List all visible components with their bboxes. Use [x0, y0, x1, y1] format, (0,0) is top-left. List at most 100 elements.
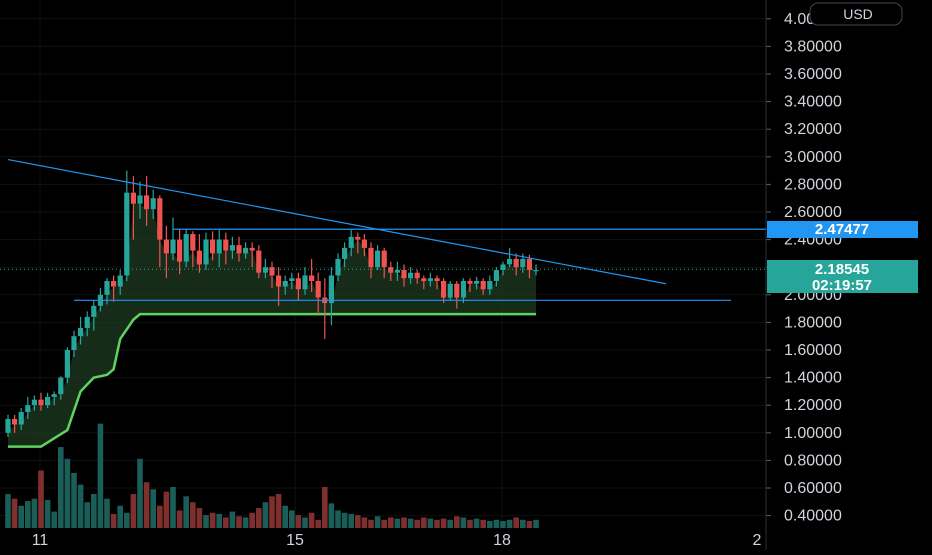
volume-bar	[282, 505, 288, 528]
candle	[84, 311, 90, 337]
volume-bar	[302, 517, 308, 528]
candle	[381, 247, 387, 279]
volume-bar	[315, 519, 321, 528]
candle	[467, 278, 473, 293]
volume-bar	[394, 518, 401, 528]
volume-bar	[104, 498, 110, 528]
volume-bar	[196, 508, 203, 528]
x-tick-label: 18	[493, 532, 511, 549]
volume-bar	[388, 517, 394, 528]
candle	[170, 217, 176, 261]
candle	[12, 414, 18, 433]
candle	[328, 267, 334, 326]
volume-bar	[506, 519, 513, 528]
volume-bar	[203, 515, 209, 528]
candle	[31, 395, 37, 411]
time-axis[interactable]: 11 15 18 2	[32, 532, 762, 549]
candle	[526, 254, 532, 279]
volume-bar	[256, 508, 262, 528]
candle	[216, 229, 222, 268]
currency-label[interactable]: USD	[809, 2, 903, 26]
price-marker-tag: 2.47477	[767, 221, 918, 238]
volume-bar	[421, 517, 427, 528]
candle	[401, 264, 407, 287]
volume-bar	[130, 494, 137, 528]
candle	[315, 272, 321, 315]
candle	[434, 275, 440, 290]
volume-bar	[262, 502, 269, 528]
volume-bar	[229, 511, 236, 528]
candle	[256, 245, 262, 279]
candle	[177, 229, 183, 275]
candle	[137, 181, 143, 219]
candle	[5, 414, 11, 437]
volume-bar	[157, 505, 163, 528]
y-tick-label: 0.60000	[784, 480, 842, 497]
volume-bar	[308, 512, 315, 528]
x-tick-label: 15	[286, 532, 304, 549]
y-tick-label: 3.80000	[784, 38, 842, 55]
candle	[144, 176, 150, 226]
candle	[493, 267, 499, 287]
volume-bar	[183, 496, 189, 528]
volume-bar	[137, 458, 143, 528]
volume-bar	[500, 520, 506, 528]
candle	[38, 392, 44, 411]
candle	[460, 278, 466, 304]
volume-bar	[328, 503, 335, 528]
candle	[45, 392, 51, 408]
volume-bar	[269, 496, 275, 528]
volume-bar	[110, 513, 117, 528]
volume-bar	[71, 472, 77, 528]
candlesticks	[5, 170, 539, 437]
volume-bar	[163, 491, 170, 528]
volume-bar	[117, 505, 123, 528]
volume-bar	[374, 516, 381, 528]
candle	[25, 396, 31, 419]
volume-bar	[473, 518, 480, 528]
drawings[interactable]	[0, 158, 766, 301]
volume-bar	[513, 517, 519, 528]
y-tick-label: 0.40000	[784, 508, 842, 525]
candle	[229, 236, 235, 259]
y-tick-label: 0.80000	[784, 452, 842, 469]
volume-bar	[434, 519, 440, 528]
candle	[427, 272, 433, 287]
candle	[111, 275, 117, 302]
trendline[interactable]	[7, 158, 667, 285]
y-tick-label: 1.60000	[784, 342, 842, 359]
y-tick-label: 2.60000	[784, 204, 842, 221]
volume-bar	[480, 519, 486, 528]
volume-bar	[64, 458, 71, 528]
candle	[513, 253, 519, 276]
candle	[335, 253, 341, 281]
volume-bar	[236, 516, 242, 528]
volume-bar	[460, 517, 467, 528]
volume-bar	[381, 519, 387, 528]
volume-bar	[368, 519, 374, 528]
last-price-value: 2.18545	[815, 261, 869, 278]
price-axis[interactable]: 4.000003.800003.600003.400003.200003.000…	[765, 0, 842, 550]
candle	[124, 170, 130, 281]
x-tick-label: 2	[753, 532, 762, 549]
candle	[243, 242, 249, 259]
volume-bar	[341, 512, 348, 528]
volume-bar	[11, 498, 18, 528]
volume-bar	[467, 519, 473, 528]
candle	[236, 236, 242, 262]
candle	[282, 275, 288, 295]
volume-bar	[5, 494, 11, 528]
candle	[342, 242, 348, 268]
candle	[196, 234, 202, 273]
candle	[163, 225, 169, 279]
candle	[117, 269, 123, 295]
candle	[414, 269, 420, 284]
volume-bar	[150, 489, 156, 528]
volume-bar	[97, 423, 104, 528]
volume-bar	[289, 510, 295, 528]
candle	[51, 391, 57, 406]
volume-bar	[401, 517, 407, 528]
volume-bar	[275, 494, 282, 528]
